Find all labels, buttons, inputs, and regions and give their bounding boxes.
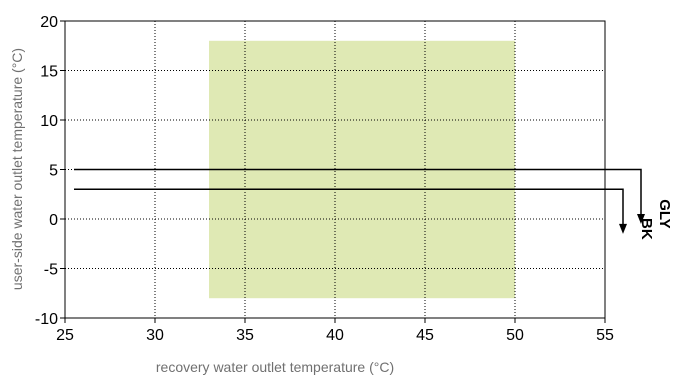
x-axis-title: recovery water outlet temperature (°C) bbox=[156, 359, 394, 375]
x-tick-label: 40 bbox=[326, 327, 344, 344]
x-tick-label: 55 bbox=[596, 327, 614, 344]
x-tick-label: 25 bbox=[56, 327, 74, 344]
y-tick-label: 0 bbox=[49, 212, 58, 229]
tick-labels-layer: 25 30 35 40 45 50 55 -10 -5 0 5 10 15 20 bbox=[35, 14, 614, 344]
y-tick-label: 5 bbox=[49, 163, 58, 180]
series-line-bk bbox=[74, 188, 624, 225]
x-tick-label: 35 bbox=[236, 327, 254, 344]
series-arrowhead-bk bbox=[619, 223, 627, 234]
y-tick-label: 10 bbox=[40, 113, 58, 130]
y-tick-label: 15 bbox=[40, 64, 58, 81]
series-line-gly bbox=[74, 168, 642, 215]
y-tick-label: 20 bbox=[40, 14, 58, 31]
x-tick-label: 50 bbox=[506, 327, 524, 344]
y-tick-label: -5 bbox=[44, 262, 58, 279]
series-label-gly: GLY bbox=[656, 199, 673, 228]
x-tick-label: 45 bbox=[416, 327, 434, 344]
series-label-bk: BK bbox=[638, 218, 655, 240]
x-tick-label: 30 bbox=[146, 327, 164, 344]
y-tick-label: -10 bbox=[35, 311, 58, 328]
series-arrowhead-gly bbox=[637, 213, 645, 224]
y-axis-title: user-side water outlet temperature (°C) bbox=[9, 48, 25, 290]
